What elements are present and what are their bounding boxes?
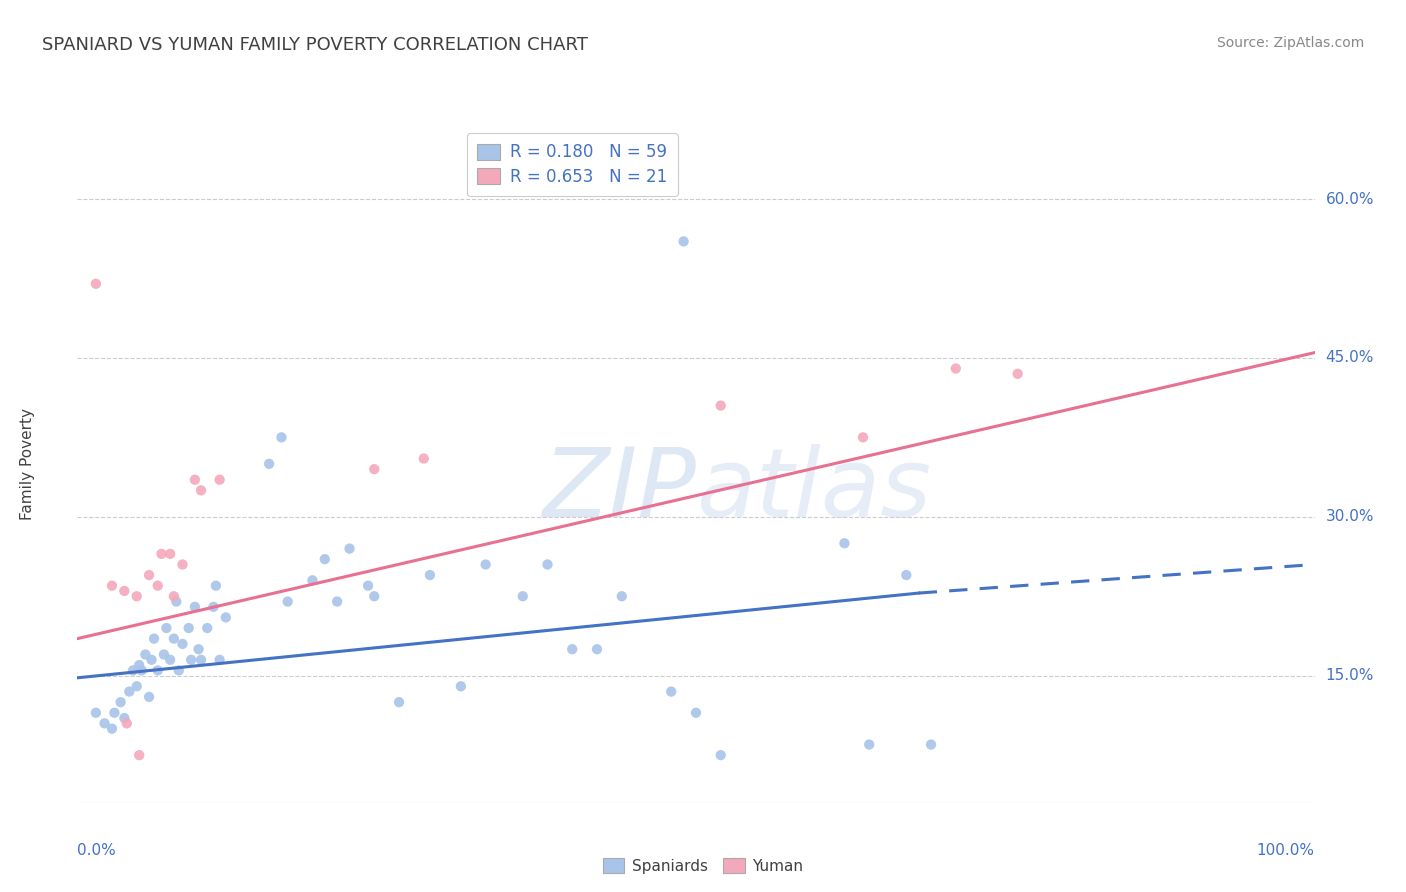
Text: ZIP: ZIP (543, 444, 696, 538)
Point (138, 690, 160, 704)
Legend: R = 0.180   N = 59, R = 0.653   N = 21: R = 0.180 N = 59, R = 0.653 N = 21 (467, 133, 678, 196)
Point (1007, 367, 1029, 381)
Point (419, 568, 441, 582)
Point (184, 473, 207, 487)
Point (177, 621, 200, 635)
Point (187, 642, 209, 657)
Point (208, 653, 231, 667)
Text: Source: ZipAtlas.com: Source: ZipAtlas.com (1216, 36, 1364, 50)
Point (536, 558, 558, 572)
Point (84, 277, 107, 291)
Point (672, 235, 695, 249)
Point (141, 653, 163, 667)
Point (125, 589, 148, 603)
Point (205, 579, 228, 593)
Point (159, 653, 181, 667)
Point (110, 695, 132, 709)
Point (101, 579, 124, 593)
Point (155, 621, 177, 635)
Point (163, 632, 186, 646)
Point (450, 679, 472, 693)
Text: 45.0%: 45.0% (1326, 351, 1374, 366)
Point (363, 589, 385, 603)
Text: 0.0%: 0.0% (77, 844, 117, 858)
Point (165, 594, 187, 608)
Point (172, 637, 194, 651)
Point (357, 579, 380, 593)
Text: 15.0%: 15.0% (1326, 668, 1374, 683)
Text: SPANIARD VS YUMAN FAMILY POVERTY CORRELATION CHART: SPANIARD VS YUMAN FAMILY POVERTY CORRELA… (42, 36, 588, 54)
Point (659, 684, 682, 698)
Point (143, 632, 166, 646)
Point (257, 457, 280, 471)
Point (115, 716, 138, 731)
Point (190, 653, 212, 667)
Point (146, 664, 169, 678)
Point (128, 658, 150, 673)
Point (153, 648, 176, 662)
Point (610, 589, 633, 603)
Point (167, 664, 190, 678)
Point (208, 473, 231, 487)
Point (131, 664, 153, 678)
Point (184, 599, 207, 614)
Point (388, 695, 411, 709)
Point (195, 621, 218, 635)
Point (412, 451, 434, 466)
Point (125, 679, 148, 693)
Point (710, 399, 733, 413)
Point (326, 594, 349, 608)
Point (314, 552, 336, 566)
Point (834, 536, 856, 550)
Point (112, 711, 135, 725)
Point (852, 430, 875, 444)
Point (146, 579, 169, 593)
Point (112, 583, 135, 598)
Point (180, 653, 202, 667)
Point (270, 430, 292, 444)
Point (474, 558, 496, 572)
Point (202, 599, 225, 614)
Point (138, 568, 160, 582)
Point (163, 589, 186, 603)
Point (172, 558, 194, 572)
Point (128, 748, 150, 763)
Point (277, 594, 299, 608)
Point (920, 738, 942, 752)
Point (301, 574, 323, 588)
Legend: Spaniards, Yuman: Spaniards, Yuman (596, 852, 810, 880)
Text: 60.0%: 60.0% (1326, 192, 1374, 207)
Text: 100.0%: 100.0% (1257, 844, 1315, 858)
Point (363, 462, 385, 476)
Point (190, 483, 212, 498)
Point (150, 547, 173, 561)
Point (586, 642, 609, 657)
Text: Family Poverty: Family Poverty (20, 408, 35, 520)
Point (159, 547, 181, 561)
Point (710, 748, 733, 763)
Point (93, 716, 115, 731)
Point (561, 642, 583, 657)
Point (945, 361, 967, 376)
Point (896, 568, 918, 582)
Point (101, 722, 124, 736)
Text: atlas: atlas (696, 444, 931, 538)
Point (134, 648, 156, 662)
Point (215, 610, 238, 624)
Point (84, 706, 107, 720)
Point (122, 664, 145, 678)
Point (858, 738, 880, 752)
Point (685, 706, 707, 720)
Text: 30.0%: 30.0% (1326, 509, 1374, 524)
Point (118, 684, 141, 698)
Point (512, 589, 534, 603)
Point (339, 541, 361, 556)
Point (103, 706, 125, 720)
